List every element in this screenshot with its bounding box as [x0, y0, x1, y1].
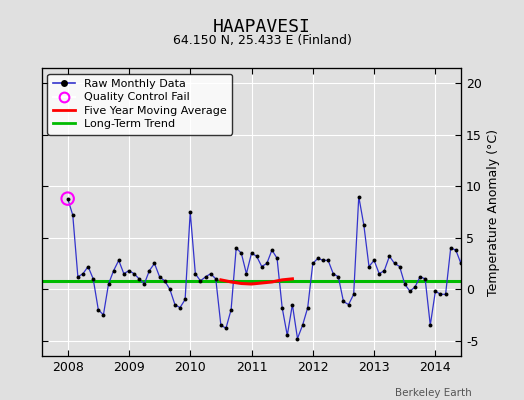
Point — [232, 245, 241, 251]
Point — [487, 270, 496, 277]
Point — [334, 274, 343, 280]
Point — [416, 274, 424, 280]
Point — [63, 196, 72, 202]
Point — [253, 253, 261, 260]
Point — [237, 250, 246, 256]
Point — [441, 291, 450, 298]
Point — [79, 270, 87, 277]
Text: HAAPAVESI: HAAPAVESI — [213, 18, 311, 36]
Point — [303, 304, 312, 311]
Point — [350, 291, 358, 298]
Point — [431, 288, 440, 294]
Point — [212, 276, 220, 282]
Point — [446, 245, 455, 251]
Point — [396, 263, 404, 270]
Point — [359, 222, 368, 228]
Point — [493, 250, 501, 256]
Y-axis label: Temperature Anomaly (°C): Temperature Anomaly (°C) — [487, 128, 500, 296]
Legend: Raw Monthly Data, Quality Control Fail, Five Year Moving Average, Long-Term Tren: Raw Monthly Data, Quality Control Fail, … — [48, 74, 233, 135]
Point — [268, 247, 276, 253]
Point — [365, 263, 373, 270]
Text: Berkeley Earth: Berkeley Earth — [395, 388, 472, 398]
Point — [135, 276, 144, 282]
Point — [355, 193, 363, 200]
Point — [518, 232, 524, 239]
Point — [257, 263, 266, 270]
Point — [324, 257, 332, 264]
Point — [385, 253, 394, 260]
Point — [227, 306, 235, 313]
Point — [263, 260, 271, 267]
Point — [156, 274, 164, 280]
Point — [298, 322, 307, 328]
Point — [201, 274, 210, 280]
Point — [150, 260, 159, 267]
Point — [171, 301, 179, 308]
Point — [160, 278, 169, 284]
Point — [293, 335, 302, 342]
Point — [375, 270, 384, 277]
Point — [130, 270, 138, 277]
Point — [63, 196, 72, 202]
Point — [242, 270, 250, 277]
Point — [69, 212, 77, 218]
Point — [119, 270, 128, 277]
Point — [196, 278, 205, 284]
Point — [462, 219, 470, 226]
Point — [176, 304, 184, 311]
Point — [181, 296, 189, 303]
Point — [314, 255, 322, 262]
Point — [508, 255, 516, 262]
Point — [110, 268, 118, 274]
Point — [283, 332, 291, 339]
Point — [482, 274, 490, 280]
Point — [426, 322, 434, 328]
Point — [89, 276, 97, 282]
Point — [477, 268, 486, 274]
Point — [94, 306, 103, 313]
Point — [457, 260, 465, 267]
Point — [217, 322, 225, 328]
Point — [329, 270, 337, 277]
Point — [452, 247, 460, 253]
Point — [186, 209, 194, 215]
Point — [74, 274, 82, 280]
Point — [125, 268, 133, 274]
Point — [104, 281, 113, 287]
Point — [411, 284, 419, 290]
Point — [344, 301, 353, 308]
Point — [273, 255, 281, 262]
Point — [467, 250, 475, 256]
Point — [380, 268, 388, 274]
Point — [406, 288, 414, 294]
Point — [278, 304, 286, 311]
Point — [145, 268, 154, 274]
Point — [436, 291, 445, 298]
Point — [309, 260, 317, 267]
Point — [472, 250, 481, 256]
Point — [99, 312, 107, 318]
Point — [140, 281, 148, 287]
Point — [319, 257, 327, 264]
Point — [206, 270, 215, 277]
Point — [523, 301, 524, 308]
Point — [339, 298, 347, 305]
Point — [288, 301, 297, 308]
Point — [390, 260, 399, 267]
Point — [84, 263, 92, 270]
Point — [247, 250, 256, 256]
Point — [421, 276, 429, 282]
Point — [513, 247, 521, 253]
Point — [370, 257, 378, 264]
Point — [115, 257, 123, 264]
Point — [400, 281, 409, 287]
Point — [498, 263, 506, 270]
Point — [222, 325, 230, 332]
Point — [503, 250, 511, 256]
Point — [191, 270, 200, 277]
Text: 64.150 N, 25.433 E (Finland): 64.150 N, 25.433 E (Finland) — [172, 34, 352, 47]
Point — [166, 286, 174, 292]
Point — [518, 253, 524, 260]
